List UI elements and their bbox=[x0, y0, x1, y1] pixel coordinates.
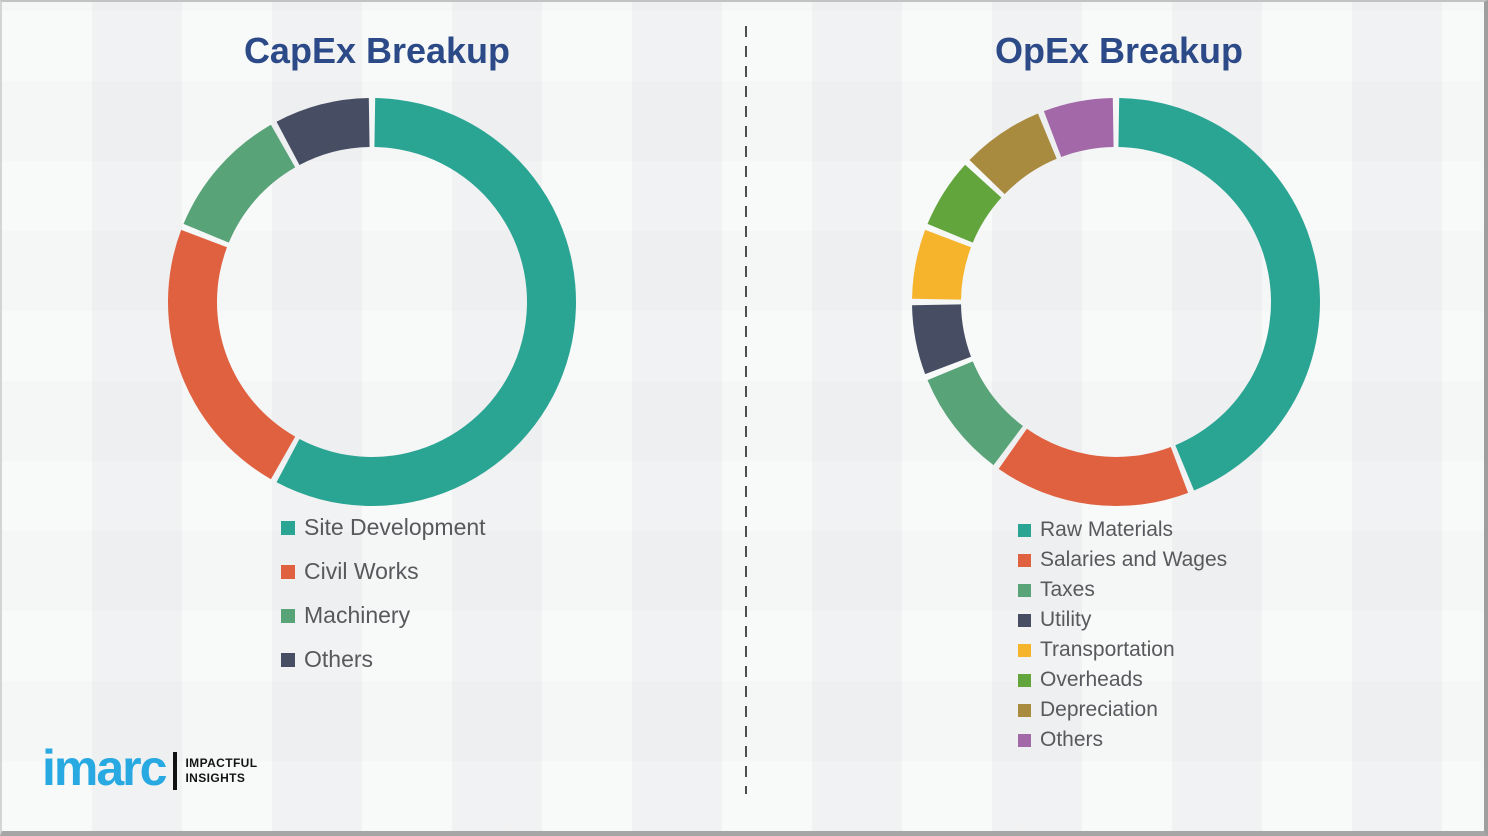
legend-item-site-development: Site Development bbox=[281, 514, 486, 540]
legend-marker-others bbox=[281, 652, 295, 667]
legend-label: Others bbox=[304, 646, 374, 672]
capex-legend: Site Development Civil Works Machinery Othe… bbox=[281, 514, 486, 692]
legend-marker-taxes bbox=[1018, 583, 1031, 597]
opex-donut-chart bbox=[912, 98, 1320, 506]
legend-marker-others bbox=[1018, 733, 1031, 747]
legend-label: Utility bbox=[1040, 608, 1092, 631]
logo-tagline: IMPACTFUL INSIGHTS bbox=[185, 756, 257, 786]
legend-item-taxes: Taxes bbox=[1018, 578, 1227, 601]
legend-item-raw-materials: Raw Materials bbox=[1018, 518, 1227, 541]
donut-segment-salaries-and-wages bbox=[998, 428, 1189, 506]
legend-marker-depreciation bbox=[1018, 703, 1031, 717]
donut-segment-depreciation bbox=[969, 113, 1057, 195]
legend-marker-utility bbox=[1018, 613, 1031, 627]
legend-marker-transportation bbox=[1018, 643, 1031, 657]
legend-item-civil-works: Civil Works bbox=[281, 558, 486, 584]
legend-marker-machinery bbox=[281, 608, 295, 623]
logo-tagline-line1: IMPACTFUL bbox=[185, 756, 258, 770]
vertical-dashed-divider bbox=[745, 26, 747, 794]
donut-segment-raw-materials bbox=[1118, 98, 1320, 491]
legend-marker-salaries-and-wages bbox=[1018, 553, 1031, 567]
legend-label: Machinery bbox=[304, 602, 411, 628]
opex-chart-title: OpEx Breakup bbox=[994, 30, 1244, 71]
legend-label: Civil Works bbox=[304, 558, 419, 584]
legend-label: Site Development bbox=[304, 514, 486, 540]
legend-label: Depreciation bbox=[1040, 698, 1158, 721]
legend-label: Salaries and Wages bbox=[1040, 548, 1228, 571]
donut-segment-machinery bbox=[183, 124, 296, 243]
donut-segment-site-development bbox=[276, 98, 577, 507]
legend-item-overheads: Overheads bbox=[1018, 668, 1227, 691]
donut-segment-transportation bbox=[912, 229, 972, 300]
legend-marker-raw-materials bbox=[1018, 523, 1031, 537]
legend-label: Overheads bbox=[1040, 668, 1143, 691]
donut-segment-utility bbox=[912, 304, 972, 375]
legend-label: Raw Materials bbox=[1040, 518, 1174, 541]
donut-segment-others bbox=[276, 98, 370, 166]
legend-item-others: Others bbox=[281, 646, 486, 672]
donut-segment-taxes bbox=[927, 361, 1023, 466]
legend-item-others: Others bbox=[1018, 728, 1227, 751]
capex-chart-title: CapEx Breakup bbox=[243, 30, 511, 71]
legend-marker-civil-works bbox=[281, 564, 295, 579]
logo-divider-bar bbox=[173, 752, 178, 790]
imarc-logo-text: imarc bbox=[42, 740, 167, 796]
donut-segment-others bbox=[1043, 98, 1114, 158]
donut-segment-overheads bbox=[927, 164, 1002, 243]
legend-label: Others bbox=[1040, 728, 1104, 751]
logo-tagline-line2: INSIGHTS bbox=[185, 771, 246, 785]
legend-marker-overheads bbox=[1018, 673, 1031, 687]
legend-label: Taxes bbox=[1040, 578, 1095, 601]
donut-segment-civil-works bbox=[168, 229, 296, 480]
opex-legend: Raw Materials Salaries and Wages Taxes Util… bbox=[1018, 518, 1228, 759]
legend-item-salaries-and-wages: Salaries and Wages bbox=[1018, 548, 1228, 571]
legend-marker-site-development bbox=[281, 520, 295, 535]
legend-label: Transportation bbox=[1040, 638, 1175, 661]
legend-item-utility: Utility bbox=[1018, 608, 1227, 631]
capex-donut-chart bbox=[168, 98, 577, 507]
legend-item-transportation: Transportation bbox=[1018, 638, 1227, 661]
legend-item-depreciation: Depreciation bbox=[1018, 698, 1227, 721]
legend-item-machinery: Machinery bbox=[281, 602, 486, 628]
imarc-logo: imarc IMPACTFUL INSIGHTS bbox=[42, 743, 257, 793]
